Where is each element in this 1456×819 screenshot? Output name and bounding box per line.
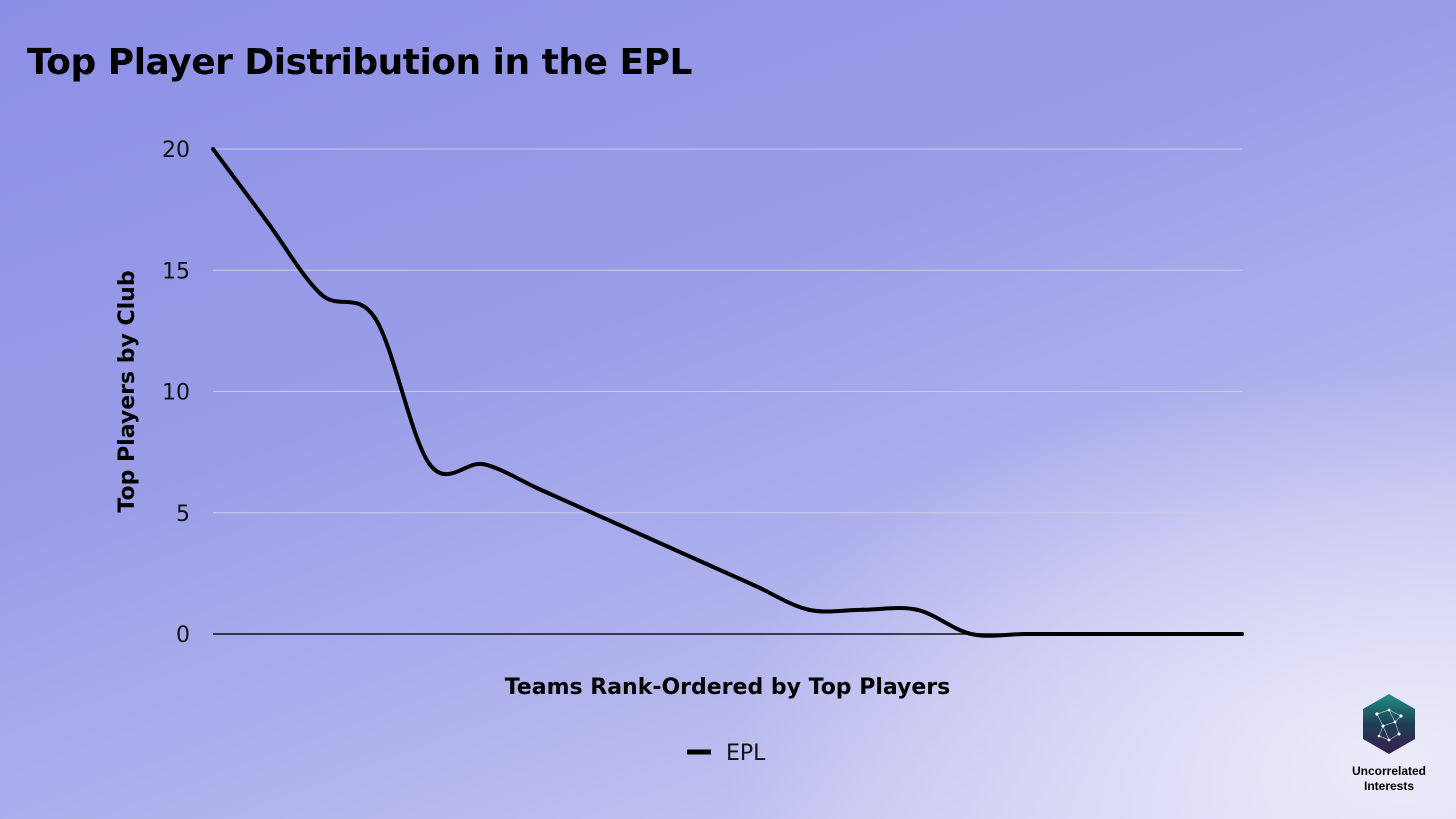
data-point	[319, 292, 324, 297]
y-tick-label: 15	[162, 259, 190, 284]
data-point	[1023, 632, 1028, 636]
data-point	[535, 486, 540, 491]
data-point	[481, 462, 486, 467]
series-line-epl	[211, 147, 1244, 638]
gridlines	[213, 148, 1242, 514]
y-tick-label: 20	[162, 138, 190, 163]
data-points	[211, 147, 1244, 636]
data-point	[1077, 632, 1082, 636]
data-point	[752, 583, 757, 588]
data-point	[915, 607, 920, 612]
data-point	[265, 219, 270, 224]
data-point	[1240, 632, 1244, 636]
data-point	[1185, 632, 1190, 636]
data-point	[427, 462, 432, 467]
data-point	[644, 535, 649, 539]
brand-name-line-2: Interests	[1363, 779, 1415, 793]
x-axis-title: Teams Rank-Ordered by Top Players	[505, 675, 951, 700]
data-point	[211, 147, 215, 151]
chart-title: Top Player Distribution in the EPL	[27, 42, 692, 83]
legend-label-epl: EPL	[726, 741, 766, 766]
y-axis-title: Top Players by Club	[115, 270, 140, 512]
data-point	[373, 316, 378, 321]
y-axis-ticks: 0 5 10 15 20	[162, 138, 190, 648]
y-tick-label: 10	[162, 381, 190, 406]
y-tick-label: 5	[176, 502, 190, 527]
data-point	[698, 559, 703, 564]
network-hexagon-icon	[1363, 694, 1415, 754]
data-point	[590, 510, 595, 515]
brand-name: Uncorrelated Interests	[1352, 764, 1426, 794]
brand-name-line-1: Uncorrelated	[1351, 764, 1427, 778]
y-tick-label: 0	[176, 623, 190, 648]
data-point	[969, 632, 974, 636]
data-point	[806, 607, 811, 612]
brand-logo: Uncorrelated Interests	[1346, 692, 1432, 794]
data-point	[860, 607, 865, 612]
data-point	[1131, 632, 1136, 636]
